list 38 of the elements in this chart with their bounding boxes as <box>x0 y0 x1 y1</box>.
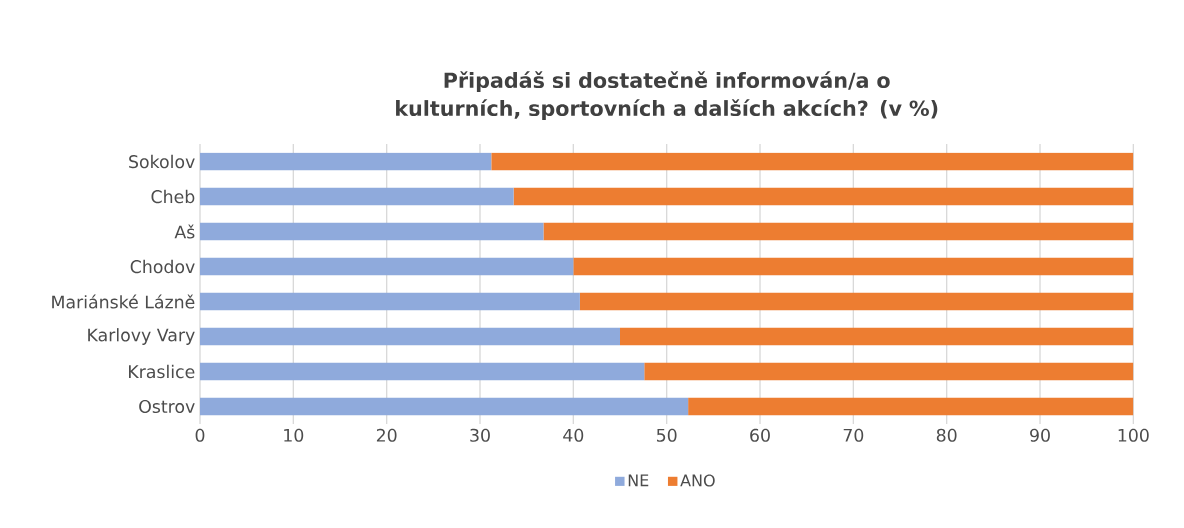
x-tick-label: 70 <box>843 428 864 442</box>
bar <box>491 152 1134 171</box>
bar <box>200 187 514 206</box>
x-tick-label: 100 <box>1118 428 1149 442</box>
legend-label: NE <box>628 474 649 487</box>
y-tick-label: Aš <box>174 224 195 239</box>
legend-label: ANO <box>680 474 715 487</box>
y-tick-label: Cheb <box>151 189 195 204</box>
chart-title: Připadáš si dostatečně informován/a o kulturních, sportovních a dalších akcích? (v %) <box>396 71 938 121</box>
y-tick-label: Sokolov <box>129 154 195 169</box>
bar <box>543 222 1134 241</box>
bar <box>620 327 1134 346</box>
x-tick-label: 10 <box>284 428 304 442</box>
x-tick-label: 50 <box>656 428 677 442</box>
x-tick-label: 40 <box>563 428 584 442</box>
bar <box>644 362 1134 381</box>
bar <box>579 292 1134 311</box>
bar <box>200 327 621 346</box>
bar <box>573 257 1134 276</box>
x-tick-label: 20 <box>376 428 397 442</box>
y-tick-label: Kraslice <box>129 364 195 379</box>
bar <box>200 152 492 171</box>
bar <box>200 257 574 276</box>
bar <box>200 397 689 416</box>
y-tick-label: Ostrov <box>139 399 195 414</box>
x-tick-label: 90 <box>1030 428 1050 442</box>
y-tick-label: Mariánské Lázně <box>52 294 195 309</box>
bar <box>200 362 645 381</box>
y-tick-label: Chodov <box>130 259 195 274</box>
bar <box>200 292 580 311</box>
x-tick-label: 30 <box>470 428 490 442</box>
x-tick-label: 60 <box>750 428 770 442</box>
y-tick-label: Karlovy Vary <box>88 328 195 345</box>
bar <box>200 222 544 241</box>
x-tick-label: 0 <box>195 428 205 442</box>
bar <box>513 187 1134 206</box>
x-tick-label: 80 <box>936 428 957 442</box>
bar <box>688 397 1134 416</box>
